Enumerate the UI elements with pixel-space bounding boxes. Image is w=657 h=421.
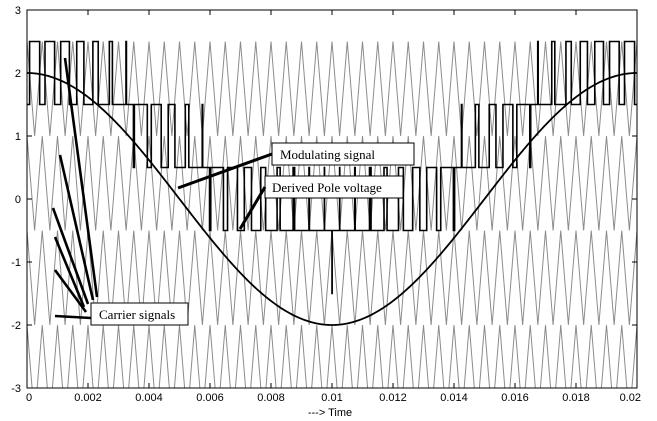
x-tick-label: 0.002	[74, 392, 102, 404]
x-axis-label: ---> Time	[308, 407, 352, 419]
carrier-arrow	[58, 154, 95, 301]
carrier-signal-2	[27, 135, 637, 231]
plot-area	[27, 10, 637, 388]
y-tick-label: 2	[15, 68, 21, 80]
carrier-arrow	[53, 269, 88, 313]
axis-ticks: 0 0.002 0.004 0.006 0.008 0.01 0.012 0.014 0.016…	[11, 5, 641, 404]
annotation-arrows-carrier	[51, 57, 99, 320]
annotation-arrow-pole	[238, 186, 267, 230]
modulating-signal-line	[27, 72, 637, 326]
x-tick-label: 0.012	[379, 392, 407, 404]
x-tick-label: 0.014	[440, 392, 468, 404]
pole-voltage-line	[27, 40, 637, 295]
carrier-arrow	[51, 207, 90, 305]
x-tick-label: 0.016	[501, 392, 529, 404]
y-tick-label: 3	[15, 5, 21, 17]
x-tick-label: 0.004	[135, 392, 163, 404]
x-tick-label: 0.018	[562, 392, 590, 404]
y-tick-label: 0	[15, 194, 21, 206]
annotation-box-carrier	[90, 302, 189, 326]
annotation-arrow-modulating	[177, 152, 273, 190]
y-tick-label: -3	[11, 383, 21, 395]
pole-voltage	[27, 40, 637, 295]
annotation-label-carrier: Carrier signals	[99, 307, 175, 322]
annotations: Modulating signal Derived Pole voltage C…	[51, 57, 415, 326]
x-tick-label: 0.006	[196, 392, 224, 404]
carrier-arrow	[53, 236, 86, 308]
x-tick-label: 0	[26, 392, 32, 404]
annotation-label-pole: Derived Pole voltage	[272, 180, 382, 195]
y-tick-label: -1	[11, 257, 21, 269]
x-tick-label: 0.02	[620, 392, 641, 404]
modulating-signal	[27, 72, 637, 326]
carrier-arrow	[54, 314, 92, 320]
y-tick-label: 1	[15, 131, 21, 143]
x-tick-label: 0.008	[257, 392, 285, 404]
x-tick-label: 0.01	[321, 392, 342, 404]
y-tick-label: -2	[11, 320, 21, 332]
annotation-label-modulating: Modulating signal	[280, 147, 375, 162]
carrier-arrow	[63, 57, 99, 298]
